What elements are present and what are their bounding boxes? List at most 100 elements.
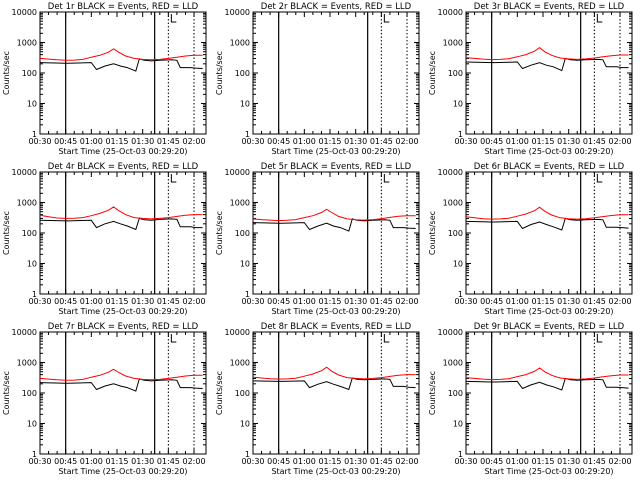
- chart-panel-5: Det 5r BLACK = Events, RED = LLD 1 10 100 10…: [215, 162, 420, 316]
- x-tick-label: 02:00: [182, 137, 205, 146]
- y-tick-label: 10000: [438, 328, 463, 337]
- y-tick-label: 1000: [443, 199, 463, 208]
- x-tick-label: 01:30: [557, 137, 580, 146]
- y-axis-label: Counts/sec: [2, 51, 11, 95]
- x-tick-label: 01:30: [344, 297, 367, 306]
- chart-panel-1: Det 1r BLACK = Events, RED = LLD 1 10 100 10…: [2, 2, 207, 156]
- chart-panel-3: Det 3r BLACK = Events, RED = LLD 1 10 100 10…: [428, 2, 633, 156]
- x-tick-label: 00:30: [241, 137, 264, 146]
- series-lld-line: [465, 46, 629, 61]
- x-tick-label: 01:30: [557, 457, 580, 466]
- y-tick-label: 1000: [17, 199, 37, 208]
- x-axis-label: Start Time (25-Oct-03 00:29:20): [484, 147, 613, 156]
- y-tick-label: 1: [32, 450, 37, 459]
- x-tick-label: 00:45: [480, 457, 503, 466]
- series-events-line: [39, 378, 203, 392]
- interval-bracket: [170, 334, 177, 343]
- x-tick-label: 00:30: [454, 297, 477, 306]
- chart-panel-7: Det 7r BLACK = Events, RED = LLD 1 10 100 10…: [2, 322, 207, 476]
- x-tick-label: 01:00: [506, 137, 529, 146]
- x-tick-label: 01:00: [506, 297, 529, 306]
- x-tick-label: 01:00: [80, 297, 103, 306]
- y-tick-label: 1000: [443, 359, 463, 368]
- chart-panel-8: Det 8r BLACK = Events, RED = LLD 1 10 100 10…: [215, 322, 420, 476]
- interval-bracket: [596, 174, 603, 183]
- interval-bracket: [170, 14, 177, 23]
- series-lld-line: [39, 368, 203, 381]
- x-axis-label: Start Time (25-Oct-03 00:29:20): [271, 307, 400, 316]
- series-events-line: [252, 377, 416, 391]
- y-axis-label: Counts/sec: [215, 371, 224, 415]
- x-tick-label: 01:00: [80, 137, 103, 146]
- x-tick-label: 02:00: [182, 297, 205, 306]
- x-tick-label: 02:00: [182, 457, 205, 466]
- chart-panel-2: Det 2r BLACK = Events, RED = LLD 1 10 100 10…: [215, 2, 420, 156]
- y-tick-label: 100: [448, 229, 463, 238]
- x-tick-label: 00:45: [54, 457, 77, 466]
- x-tick-label: 01:15: [531, 137, 554, 146]
- y-tick-label: 10000: [225, 168, 250, 177]
- plot-frame: [465, 11, 633, 135]
- x-tick-label: 01:00: [80, 457, 103, 466]
- x-tick-label: 00:45: [267, 457, 290, 466]
- series-lld-line: [252, 208, 416, 222]
- y-tick-label: 100: [22, 389, 37, 398]
- x-axis-label: Start Time (25-Oct-03 00:29:20): [271, 147, 400, 156]
- y-axis-label: Counts/sec: [428, 211, 437, 255]
- x-tick-label: 02:00: [608, 137, 631, 146]
- y-tick-label: 10: [453, 420, 463, 429]
- x-tick-label: 01:30: [131, 297, 154, 306]
- y-tick-label: 10000: [225, 328, 250, 337]
- x-tick-label: 01:45: [370, 457, 393, 466]
- interval-bracket: [170, 174, 177, 183]
- y-tick-label: 100: [235, 229, 250, 238]
- x-tick-label: 00:45: [480, 137, 503, 146]
- y-tick-label: 1000: [230, 199, 250, 208]
- y-tick-label: 10: [240, 420, 250, 429]
- series-events-line: [39, 58, 203, 72]
- x-tick-label: 00:30: [28, 297, 51, 306]
- y-axis-label: Counts/sec: [428, 51, 437, 95]
- y-tick-label: 1: [245, 130, 250, 139]
- y-tick-label: 10000: [12, 328, 37, 337]
- y-tick-label: 100: [448, 389, 463, 398]
- plot-frame: [39, 171, 207, 295]
- x-tick-label: 02:00: [608, 297, 631, 306]
- plot-frame: [465, 331, 633, 455]
- y-tick-label: 10000: [225, 8, 250, 17]
- y-tick-label: 1000: [230, 39, 250, 48]
- y-tick-label: 100: [22, 69, 37, 78]
- x-tick-label: 00:30: [241, 297, 264, 306]
- series-lld-line: [39, 206, 203, 220]
- y-tick-label: 10000: [438, 8, 463, 17]
- y-tick-label: 10: [240, 100, 250, 109]
- x-tick-label: 01:30: [131, 457, 154, 466]
- y-tick-label: 100: [448, 69, 463, 78]
- x-tick-label: 01:00: [293, 457, 316, 466]
- x-axis-label: Start Time (25-Oct-03 00:29:20): [484, 467, 613, 476]
- y-axis-label: Counts/sec: [215, 51, 224, 95]
- x-tick-label: 00:45: [267, 297, 290, 306]
- x-axis-label: Start Time (25-Oct-03 00:29:20): [58, 147, 187, 156]
- y-tick-label: 10000: [438, 168, 463, 177]
- x-axis-label: Start Time (25-Oct-03 00:29:20): [58, 467, 187, 476]
- chart-title: Det 8r BLACK = Events, RED = LLD: [261, 322, 412, 332]
- chart-panel-4: Det 4r BLACK = Events, RED = LLD 1 10 100 10…: [2, 162, 207, 316]
- x-tick-label: 01:45: [157, 137, 180, 146]
- y-axis-label: Counts/sec: [2, 211, 11, 255]
- x-tick-label: 01:00: [506, 457, 529, 466]
- plot-frame: [465, 171, 633, 295]
- x-tick-label: 01:45: [370, 137, 393, 146]
- x-tick-label: 01:15: [318, 137, 341, 146]
- y-tick-label: 10: [453, 260, 463, 269]
- x-tick-label: 00:30: [28, 457, 51, 466]
- x-tick-label: 01:30: [557, 297, 580, 306]
- y-tick-label: 1: [458, 290, 463, 299]
- x-tick-label: 01:45: [370, 297, 393, 306]
- x-tick-label: 01:15: [105, 457, 128, 466]
- y-tick-label: 10000: [12, 168, 37, 177]
- y-axis-label: Counts/sec: [2, 371, 11, 415]
- y-tick-label: 1: [245, 290, 250, 299]
- x-axis-label: Start Time (25-Oct-03 00:29:20): [484, 307, 613, 316]
